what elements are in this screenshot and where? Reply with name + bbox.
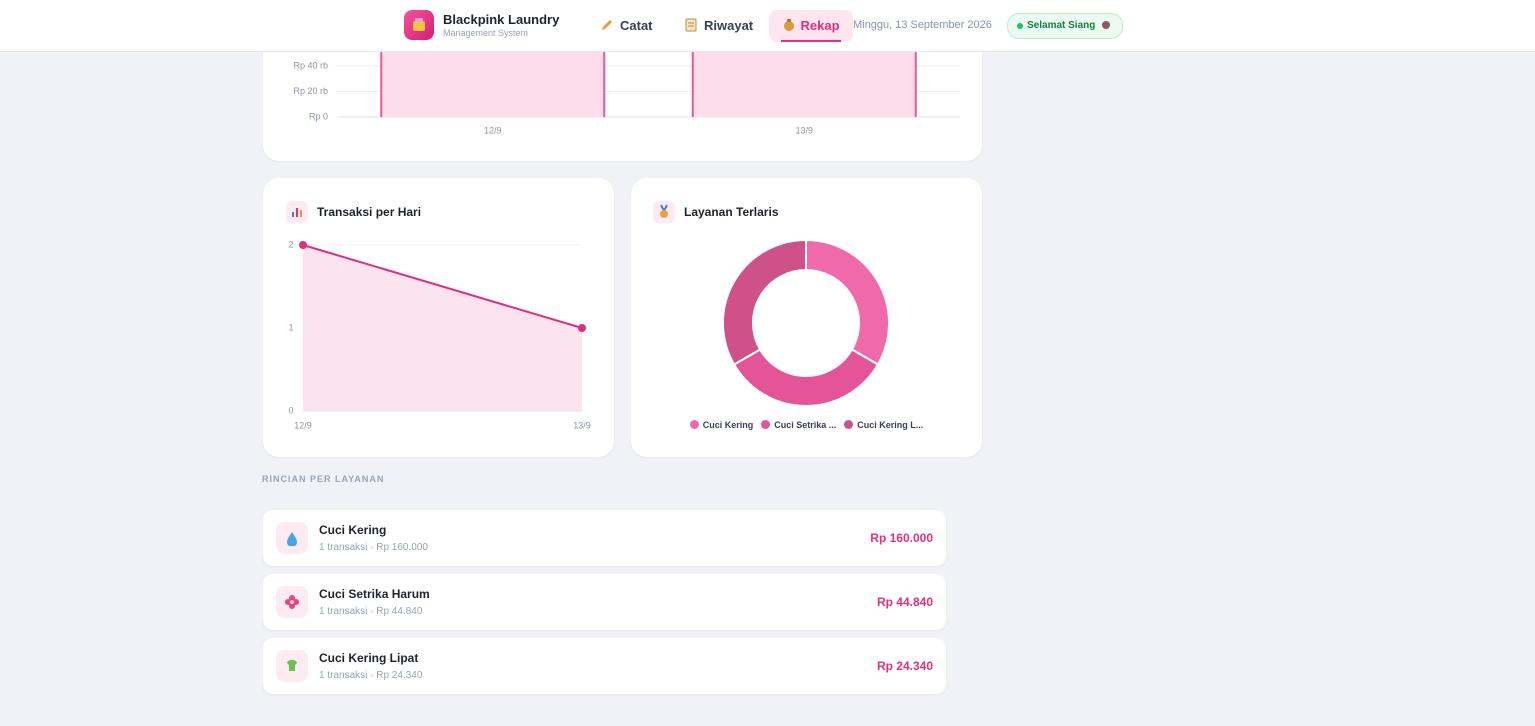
y-tick-label: 1 bbox=[288, 322, 293, 332]
transactions-chart: 0 1 2 12/9 13/9 bbox=[288, 239, 591, 430]
services-card: Layanan Terlaris Cuci Kering Cuci Setrika… bbox=[631, 178, 982, 457]
x-tick-label: 12/9 bbox=[294, 420, 312, 430]
y-tick-label: Rp 40 rb bbox=[293, 60, 328, 70]
icon bbox=[660, 204, 668, 218]
greeting: Selamat Siang bbox=[1027, 20, 1096, 31]
legend-label: Cuci Kering bbox=[702, 420, 754, 430]
icon bbox=[292, 208, 302, 217]
item-detail: 1 transaksi · Rp 24.340 bbox=[319, 670, 423, 681]
greeting-pill: Selamat Siang bbox=[1007, 13, 1124, 39]
legend-swatch bbox=[761, 420, 771, 429]
area bbox=[303, 245, 582, 411]
legend-swatch bbox=[689, 420, 699, 429]
donut-slice bbox=[732, 348, 880, 407]
transactions-card: Transaksi per Hari 0 1 2 12/9 13/9 bbox=[263, 178, 614, 457]
legend: Cuci Kering Cuci Setrika ... Cuci Kering L… bbox=[631, 415, 982, 433]
legend-swatch bbox=[844, 420, 854, 429]
item-name: Cuci Kering bbox=[319, 523, 387, 537]
y-tick-label: Rp 0 bbox=[309, 111, 328, 121]
item-name: Cuci Kering Lipat bbox=[319, 651, 419, 665]
point bbox=[299, 241, 307, 249]
detail-item: Cuci Kering 1 transaksi · Rp 160.000 Rp 16… bbox=[263, 510, 946, 566]
item-name: Cuci Setrika Harum bbox=[319, 587, 430, 601]
navbar: Blackpink Laundry Management System Cata… bbox=[0, 0, 1535, 52]
item-icon bbox=[276, 650, 308, 682]
icon bbox=[287, 532, 297, 546]
item-amount: Rp 160.000 bbox=[870, 531, 933, 545]
status-dot bbox=[1017, 23, 1023, 29]
tab-label: Riwayat bbox=[704, 18, 754, 33]
legend-item: Cuci Kering L... bbox=[844, 420, 923, 430]
y-tick-label: 2 bbox=[288, 239, 293, 249]
icon bbox=[285, 595, 299, 609]
tab-riwayat[interactable]: Riwayat bbox=[684, 10, 760, 42]
brand-title: Blackpink Laundry bbox=[443, 12, 560, 27]
item-amount: Rp 44.840 bbox=[876, 595, 933, 609]
section-title: RINCIAN PER LAYANAN bbox=[262, 474, 385, 484]
x-tick-label: 13/9 bbox=[573, 420, 591, 430]
brand-logo bbox=[404, 10, 434, 40]
item-detail: 1 transaksi · Rp 160.000 bbox=[319, 542, 428, 553]
brand-subtitle: Management System bbox=[443, 28, 529, 38]
legend-item: Cuci Setrika ... bbox=[761, 420, 836, 430]
y-tick-label: Rp 20 rb bbox=[293, 86, 328, 96]
item-amount: Rp 24.340 bbox=[876, 659, 933, 673]
legend-label: Cuci Setrika ... bbox=[774, 420, 837, 430]
tab-label: Rekap bbox=[800, 18, 840, 33]
detail-item: Cuci Setrika Harum 1 transaksi · Rp 44.84… bbox=[263, 574, 946, 630]
date: Minggu, 13 September 2026 bbox=[853, 19, 992, 31]
y-tick-label: 0 bbox=[288, 405, 293, 415]
point bbox=[578, 324, 586, 332]
x-tick-label: 13/9 bbox=[795, 125, 813, 135]
tab-underline bbox=[781, 40, 841, 42]
greeting-icon bbox=[1102, 21, 1111, 29]
item-icon bbox=[276, 586, 308, 618]
services-chart bbox=[722, 238, 890, 407]
tab-icon bbox=[685, 18, 697, 32]
legend-item: Cuci Kering bbox=[689, 420, 754, 430]
line bbox=[302, 244, 583, 329]
x-tick-label: 12/9 bbox=[484, 125, 502, 135]
donut-slice bbox=[722, 238, 807, 366]
legend-label: Cuci Kering L... bbox=[857, 420, 924, 430]
item-detail: 1 transaksi · Rp 44.840 bbox=[319, 606, 423, 617]
card-icon bbox=[653, 201, 675, 223]
tab-label: Catat bbox=[620, 18, 653, 33]
card-title: Transaksi per Hari bbox=[317, 205, 422, 219]
item-icon bbox=[276, 522, 308, 554]
detail-item: Cuci Kering Lipat 1 transaksi · Rp 24.340… bbox=[263, 638, 946, 694]
card-title: Layanan Terlaris bbox=[684, 205, 779, 219]
donut-slice bbox=[805, 238, 890, 366]
tab-rekap[interactable]: Rekap bbox=[769, 10, 853, 42]
tab-icon bbox=[602, 20, 612, 30]
tab-catat[interactable]: Catat bbox=[600, 10, 662, 42]
logo-icon bbox=[413, 18, 425, 31]
card-icon bbox=[286, 201, 308, 223]
tab-icon bbox=[784, 19, 795, 31]
icon bbox=[287, 660, 297, 671]
